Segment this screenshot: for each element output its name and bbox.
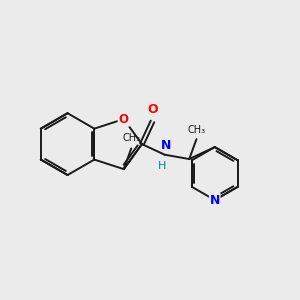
Text: H: H	[158, 161, 166, 171]
Text: O: O	[147, 103, 158, 116]
Text: CH₃: CH₃	[188, 125, 206, 135]
Text: N: N	[161, 139, 171, 152]
Text: N: N	[210, 194, 220, 207]
Text: O: O	[119, 112, 129, 126]
Text: CH₃: CH₃	[122, 133, 140, 143]
